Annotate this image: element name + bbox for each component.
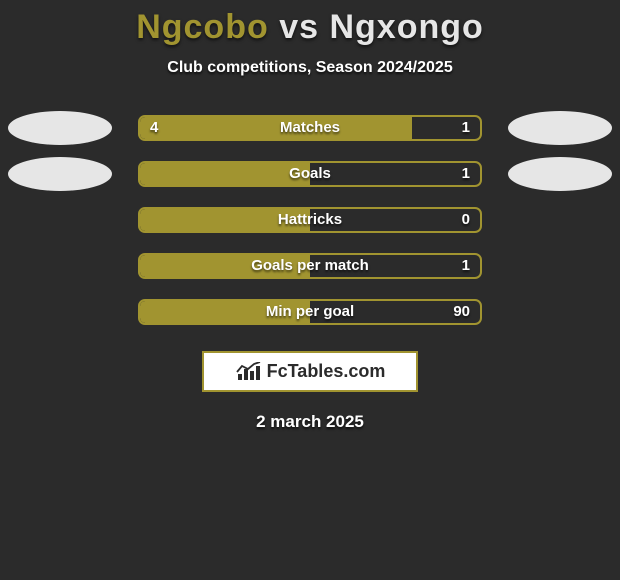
stat-value-right: 1 xyxy=(462,163,470,185)
stat-value-right: 1 xyxy=(462,117,470,139)
stat-label: Matches xyxy=(140,117,480,139)
stat-label: Goals xyxy=(140,163,480,185)
title: Ngcobo vs Ngxongo xyxy=(0,8,620,47)
stat-row: Min per goal90 xyxy=(0,291,620,337)
stat-label: Min per goal xyxy=(140,301,480,323)
stat-bar: 4Matches1 xyxy=(138,115,482,141)
stat-value-right: 0 xyxy=(462,209,470,231)
stat-label: Hattricks xyxy=(140,209,480,231)
stat-row: Goals1 xyxy=(0,153,620,199)
stat-bar: Goals1 xyxy=(138,161,482,187)
title-player2: Ngxongo xyxy=(329,8,483,46)
comparison-card: Ngcobo vs Ngxongo Club competitions, Sea… xyxy=(0,0,620,432)
title-vs: vs xyxy=(279,8,319,46)
subtitle: Club competitions, Season 2024/2025 xyxy=(0,59,620,77)
stat-row: 4Matches1 xyxy=(0,107,620,153)
stat-bar: Hattricks0 xyxy=(138,207,482,233)
player2-ellipse xyxy=(508,157,612,191)
logo-text: FcTables.com xyxy=(267,361,386,382)
comparison-rows: 4Matches1Goals1Hattricks0Goals per match… xyxy=(0,107,620,337)
date-text: 2 march 2025 xyxy=(0,412,620,432)
stat-label: Goals per match xyxy=(140,255,480,277)
player1-ellipse xyxy=(8,157,112,191)
stat-bar: Goals per match1 xyxy=(138,253,482,279)
stat-row: Hattricks0 xyxy=(0,199,620,245)
stat-value-right: 1 xyxy=(462,255,470,277)
title-player1: Ngcobo xyxy=(136,8,269,46)
stat-bar: Min per goal90 xyxy=(138,299,482,325)
player1-ellipse xyxy=(8,111,112,145)
stat-value-right: 90 xyxy=(453,301,470,323)
stat-row: Goals per match1 xyxy=(0,245,620,291)
logo-box: FcTables.com xyxy=(202,351,418,392)
player2-ellipse xyxy=(508,111,612,145)
chart-icon xyxy=(235,362,261,382)
